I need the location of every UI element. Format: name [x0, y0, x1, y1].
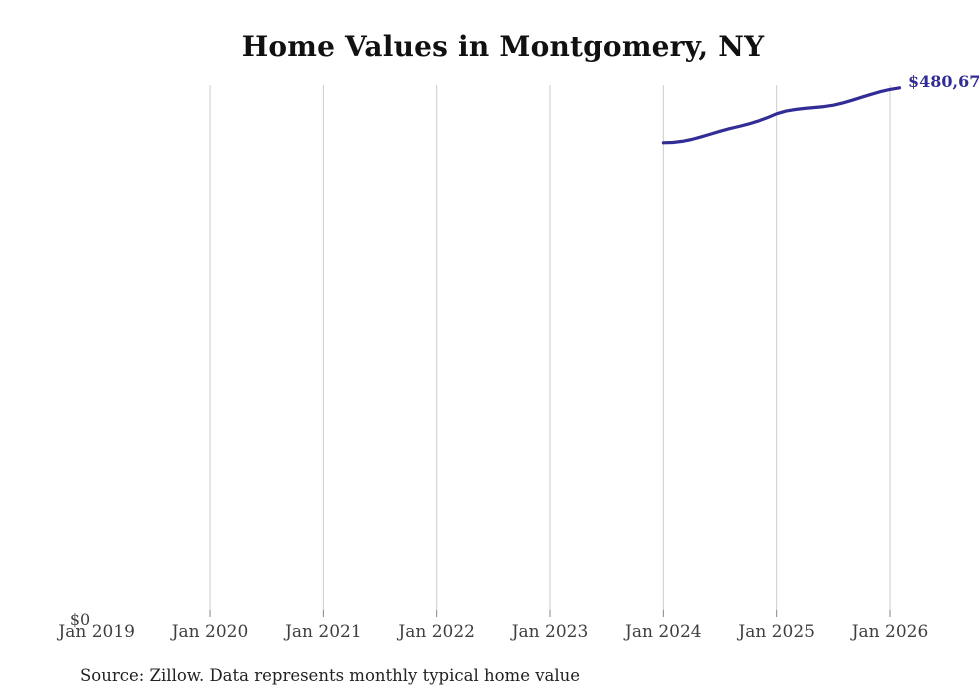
x-tick-label: Jan 2023 — [511, 622, 589, 642]
latest-value-label: $480,677 — [908, 72, 980, 91]
x-tick-label: Jan 2022 — [398, 622, 475, 642]
x-tick-label: Jan 2025 — [738, 622, 815, 642]
y-axis-zero-label: $0 — [69, 610, 91, 629]
source-note: Source: Zillow. Data represents monthly … — [80, 666, 581, 685]
x-tick-label: Jan 2021 — [285, 622, 362, 642]
x-tick-label: Jan 2020 — [171, 622, 249, 642]
x-tick-label: Jan 2019 — [58, 622, 135, 642]
chart-title: Home Values in Montgomery, NY — [241, 30, 765, 63]
x-tick-label: Jan 2024 — [625, 622, 702, 642]
home-value-line — [661, 86, 902, 145]
x-tick-label: Jan 2026 — [851, 622, 929, 642]
